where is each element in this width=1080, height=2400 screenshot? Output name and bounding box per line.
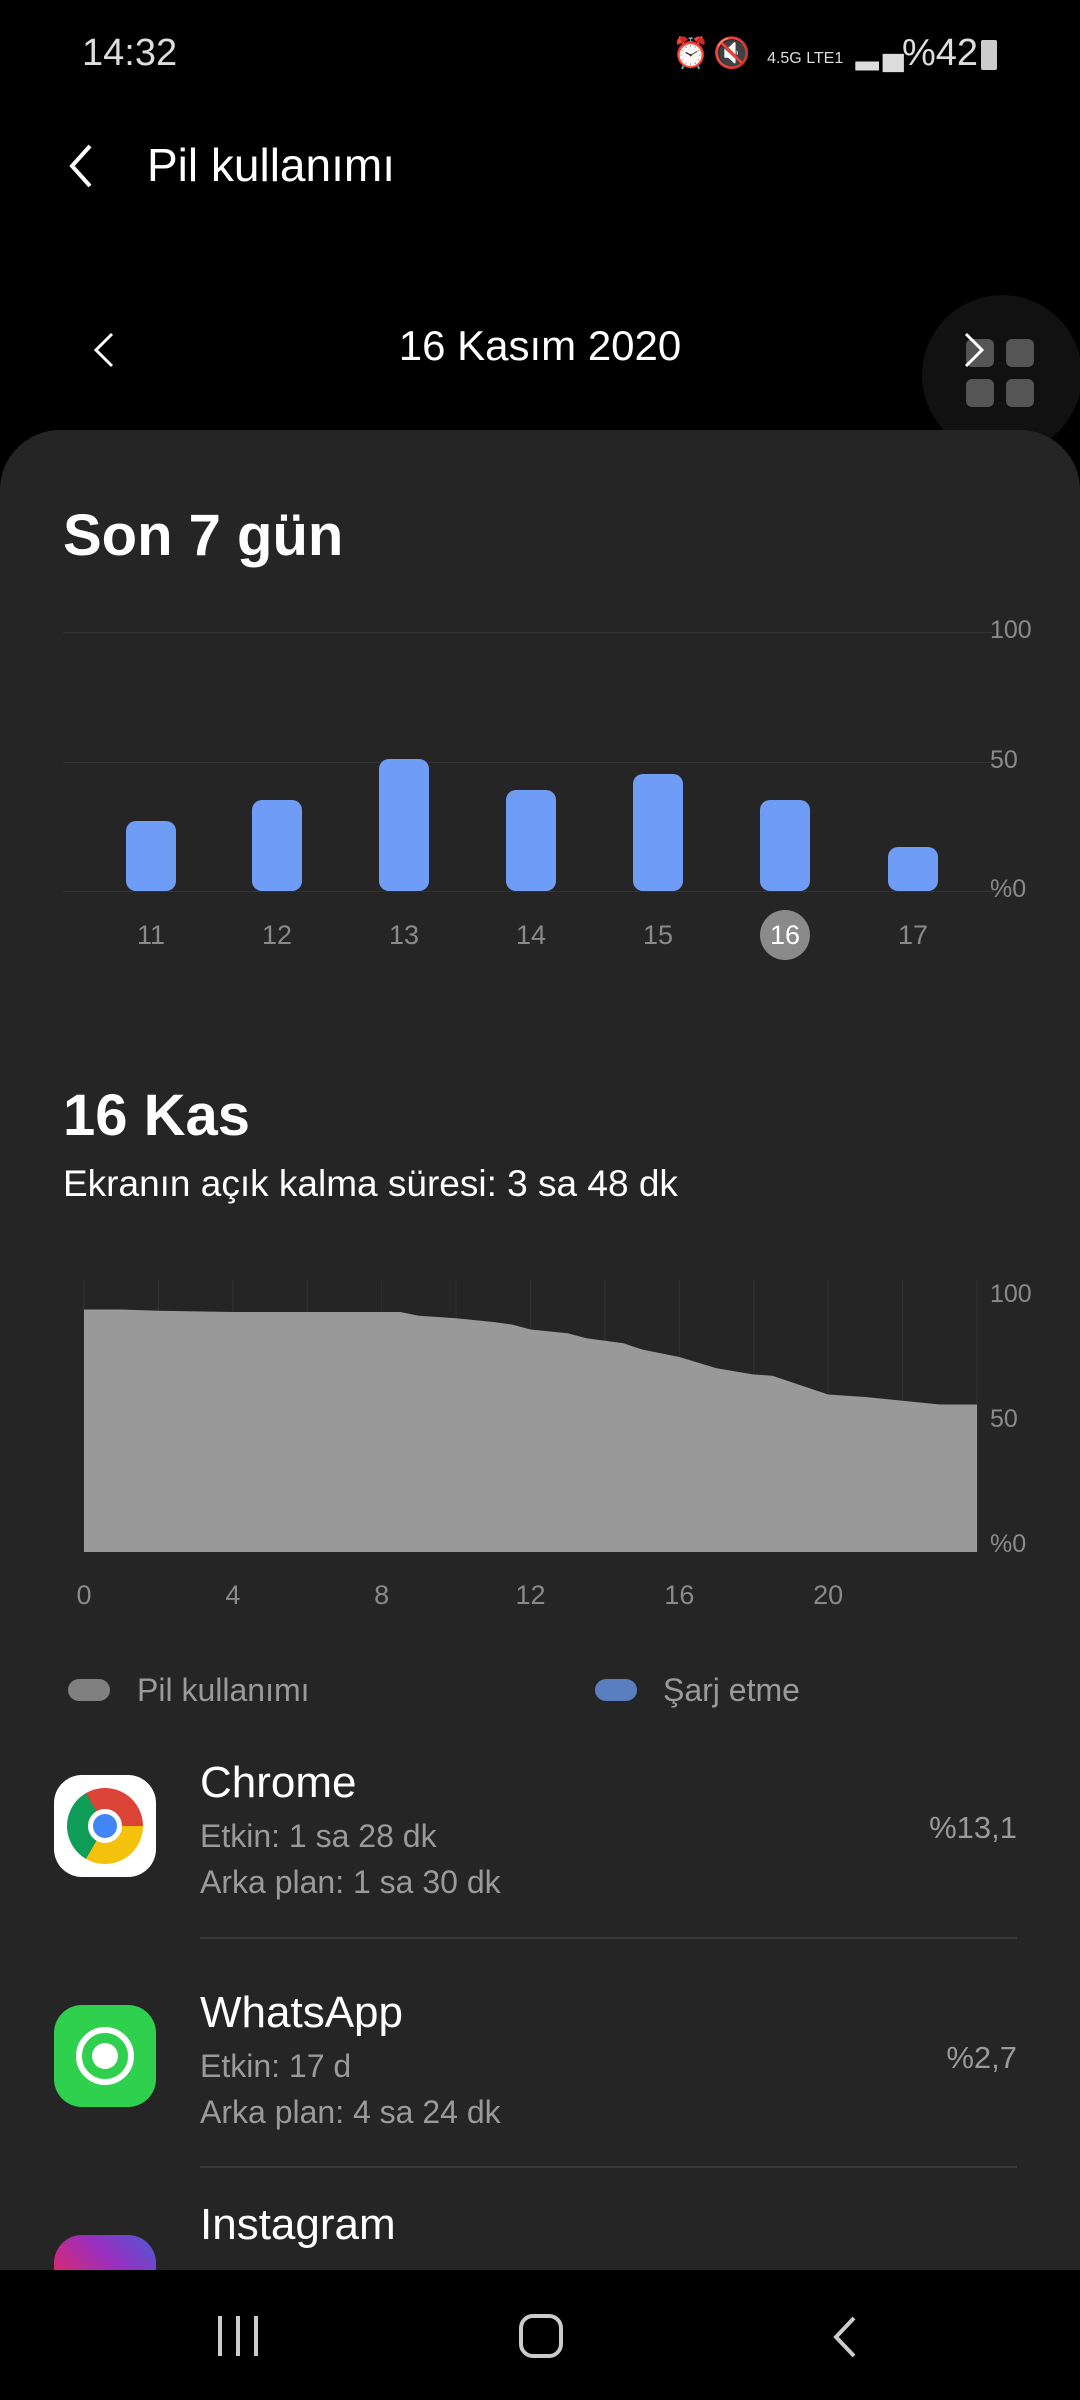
app-active-time: Etkin: 17 d [200,2048,352,2084]
x-tick-label: 20 [813,1580,844,1610]
bar-17 [888,846,938,891]
battery-percent: %42 [902,32,979,74]
bar-14 [506,789,556,891]
y-tick-label: %0 [990,1530,1027,1558]
x-tick-label: 17 [897,920,929,950]
legend-usage: Pil kullanımı [137,1672,310,1708]
app-name: WhatsApp [200,1988,403,2037]
next-date-button[interactable] [962,330,986,370]
legend-dot-usage [68,1679,110,1701]
recent-apps-button[interactable] [218,2316,262,2356]
y-tick-label: 100 [990,616,1032,644]
x-tick-label: 12 [515,1580,546,1610]
weekly-title: Son 7 gün [63,503,344,568]
legend-dot-charging [595,1679,637,1701]
network-label: 4.5G LTE1 [767,50,844,67]
x-tick-label: 8 [374,1580,390,1610]
app-row-chrome[interactable]: Chrome Etkin: 1 sa 28 dk Arka plan: 1 sa… [0,1750,1080,1940]
app-background-time: Arka plan: 4 sa 24 dk [200,2094,501,2130]
navigation-bar [0,2270,1080,2400]
divider [200,1937,1017,1939]
system-back-button[interactable] [830,2314,860,2360]
current-date: 16 Kasım 2020 [398,322,682,369]
bar-16 [760,800,810,891]
app-row-instagram[interactable]: Instagram [0,2200,1080,2270]
app-name: Chrome [200,1758,357,1807]
home-button[interactable] [519,2314,563,2358]
bar-12 [252,800,302,891]
battery-level-area [84,1309,977,1552]
area-chart-svg [83,1280,978,1552]
gridline [63,632,993,633]
whatsapp-icon [54,2005,156,2107]
app-name: Instagram [200,2200,396,2249]
app-row-whatsapp[interactable]: WhatsApp Etkin: 17 d Arka plan: 4 sa 24 … [0,1980,1080,2170]
signal-icon: ▂▄ [855,37,908,70]
x-tick-label[interactable]: 16 [760,910,810,960]
legend-charging: Şarj etme [663,1672,800,1708]
prev-date-button[interactable] [92,330,116,370]
chrome-icon [54,1775,156,1877]
battery-card: Son 7 gün 100 50 %0 11 12 13 14 15 16 17 16 Kas E… [0,430,1080,2270]
battery-icon [981,40,997,70]
status-icons: ⏰🔇 4.5G LTE1 ▂▄ [672,36,908,71]
x-tick-label: 16 [664,1580,695,1610]
app-active-time: Etkin: 1 sa 28 dk [200,1818,437,1854]
x-tick-label: 13 [388,920,420,950]
gridline [63,891,993,892]
status-time: 14:32 [82,32,178,74]
x-tick-label: 11 [136,920,166,950]
gridline [63,761,993,763]
x-tick-label: 14 [515,920,547,950]
app-percent: %13,1 [929,1810,1017,1845]
day-title: 16 Kas [63,1083,251,1148]
floating-menu-button[interactable] [922,295,1080,455]
alarm-icon: ⏰ [672,37,714,70]
y-tick-label: 50 [990,745,1018,774]
screen-time: Ekranın açık kalma süresi: 3 sa 48 dk [63,1163,678,1204]
x-tick-label: 0 [76,1580,92,1610]
y-tick-label: 100 [990,1280,1032,1308]
back-button[interactable] [66,142,96,190]
instagram-icon [54,2235,156,2270]
bar-13 [379,758,429,891]
bar-15 [633,774,683,891]
app-percent: %2,7 [946,2040,1017,2075]
x-tick-label: 4 [225,1580,241,1610]
bar-11 [126,821,176,891]
mute-icon: 🔇 [713,37,755,70]
x-tick-label: 15 [642,920,674,950]
x-tick-label: 12 [261,920,293,950]
divider [200,2166,1017,2168]
y-tick-label: 50 [990,1405,1018,1433]
app-background-time: Arka plan: 1 sa 30 dk [200,1864,501,1900]
page-title: Pil kullanımı [147,139,395,191]
y-tick-label: %0 [990,875,1027,903]
